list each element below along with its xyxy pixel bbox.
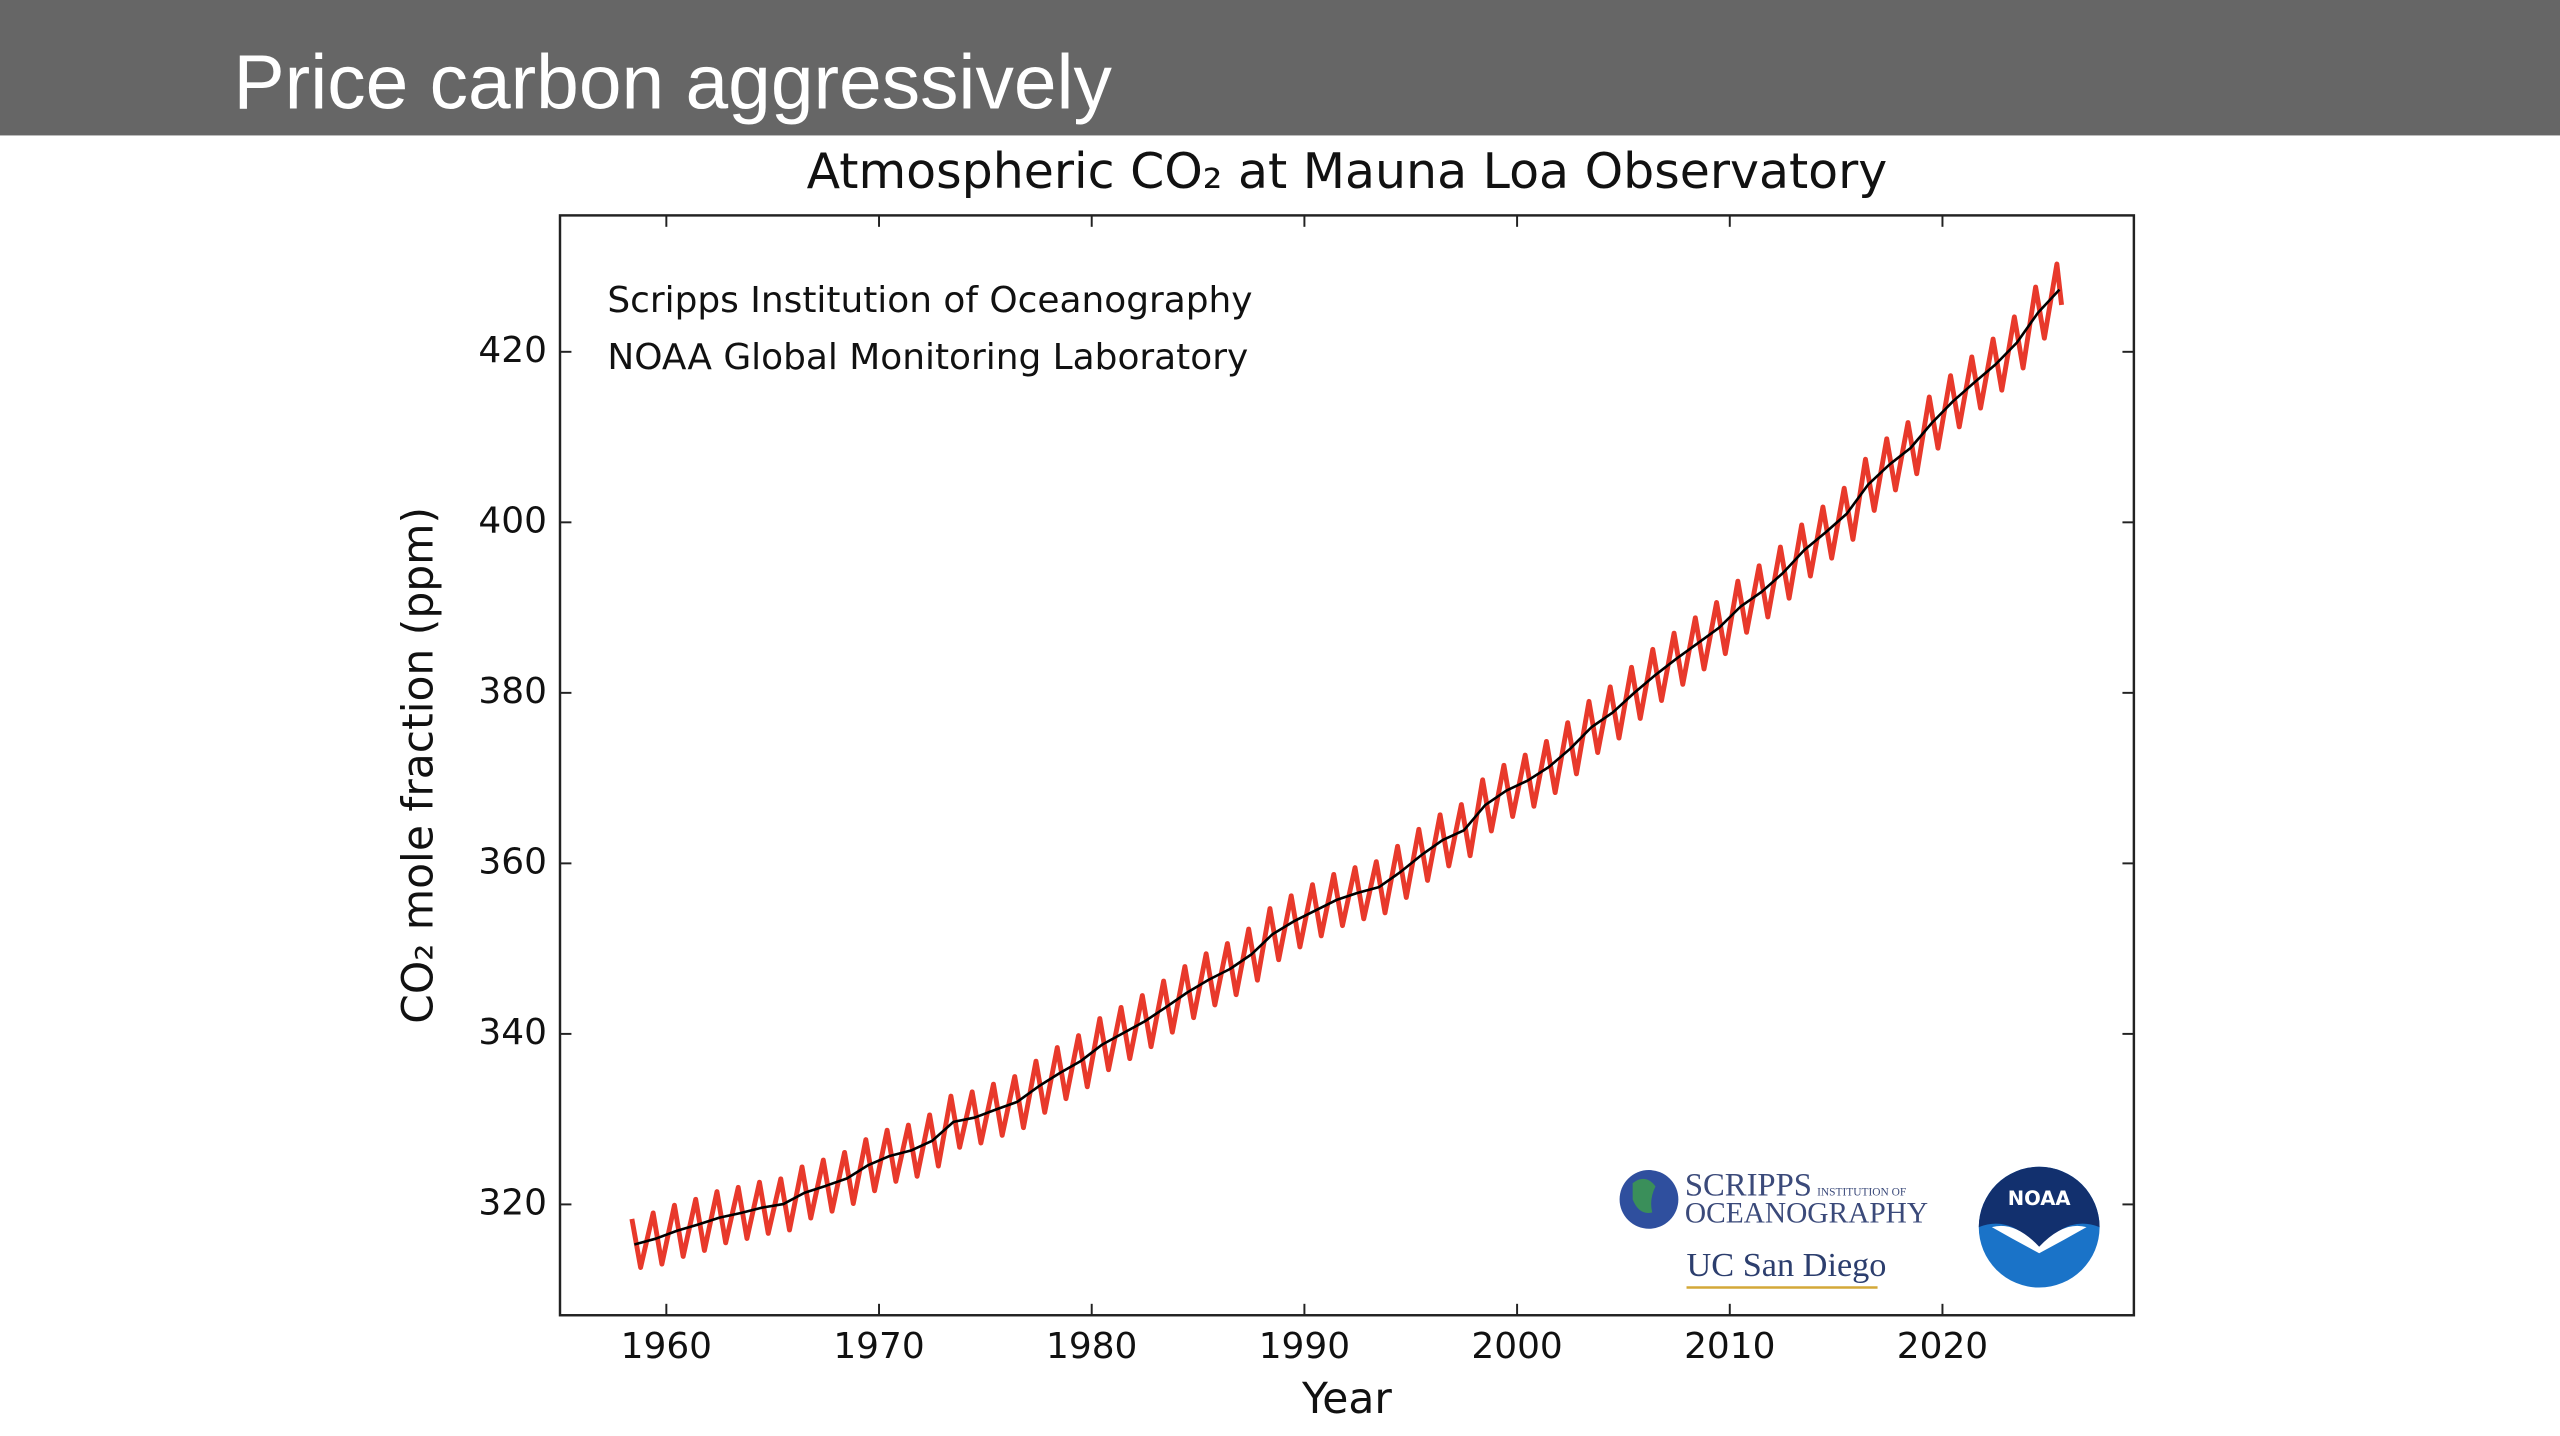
series-line	[634, 288, 2061, 1246]
y-tick-label: 380	[478, 671, 547, 712]
annotation: NOAA Global Monitoring Laboratory	[607, 337, 1248, 378]
y-tick-label: 360	[478, 841, 547, 882]
y-axis-label: CO₂ mole fraction (ppm)	[395, 507, 444, 1024]
annotation: Scripps Institution of Oceanography	[607, 280, 1252, 321]
logo-text: NOAA	[2008, 1187, 2072, 1210]
logo-text: UC San Diego	[1687, 1246, 1887, 1284]
x-tick-label: 1970	[833, 1326, 924, 1367]
axes-frame	[558, 214, 2136, 1317]
y-tick-label: 320	[478, 1182, 547, 1223]
scripps-logo: SCRIPPS INSTITUTION OF OCEANOGRAPHY UC S…	[1619, 1167, 1928, 1289]
y-tick-label: 420	[478, 330, 547, 371]
x-tick-label: 1990	[1259, 1326, 1350, 1367]
series-line	[629, 261, 2065, 1270]
x-tick-label: 2000	[1471, 1326, 1562, 1367]
chart-title: Atmospheric CO₂ at Mauna Loa Observatory	[807, 143, 1888, 200]
noaa-logo: NOAA	[1978, 1166, 2100, 1288]
slide-title: Price carbon aggressively	[233, 40, 1112, 125]
plot-area: 1960 1970 1980 1990 2000 2010 2020 320 340 360 380…	[478, 214, 2136, 1367]
logo-text: SCRIPPS	[1685, 1167, 1812, 1203]
noaa-top	[1978, 1166, 2100, 1250]
x-tick-label: 1960	[621, 1326, 712, 1367]
noaa-bird	[1991, 1225, 2087, 1254]
logo-text: OCEANOGRAPHY	[1685, 1197, 1928, 1229]
globe-land	[1632, 1178, 1656, 1213]
logo-text: INSTITUTION OF	[1817, 1186, 1906, 1198]
x-tick-label: 1980	[1046, 1326, 1137, 1367]
x-tick-label: 2020	[1897, 1326, 1988, 1367]
y-tick-label: 340	[478, 1012, 547, 1053]
header-bar	[0, 0, 2560, 136]
x-tick-label: 2010	[1684, 1326, 1775, 1367]
x-axis-label: Year	[1301, 1375, 1392, 1424]
y-tick-label: 400	[478, 500, 547, 541]
